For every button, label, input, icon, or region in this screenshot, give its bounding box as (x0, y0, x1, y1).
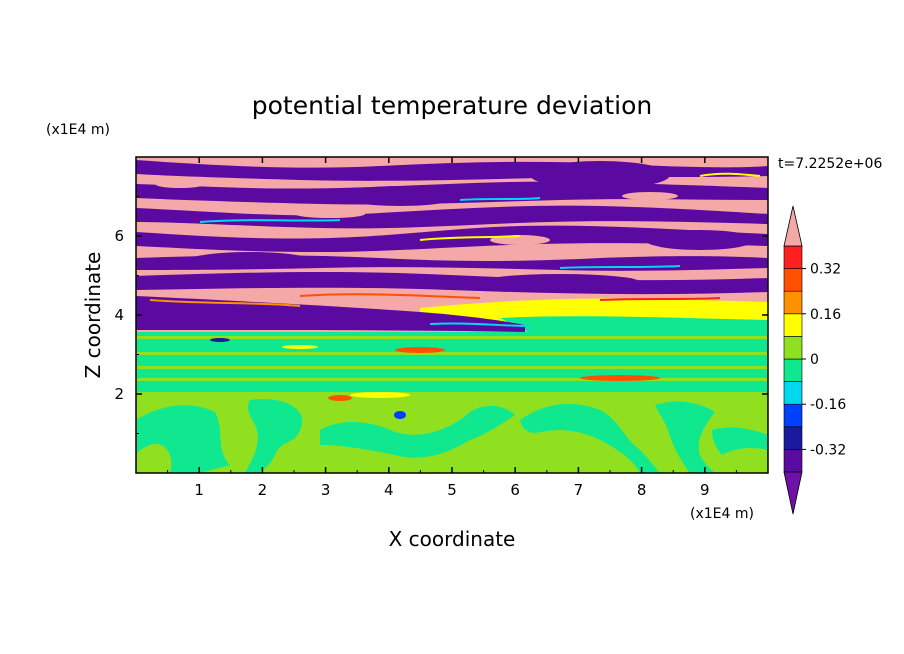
band-purple-4 (136, 205, 768, 229)
x-axis-title: X coordinate (389, 527, 516, 551)
swirl-5 (655, 401, 715, 473)
x-tick-label: 9 (700, 481, 710, 499)
colorbar-under-triangle (783, 471, 803, 515)
blob-e (328, 395, 352, 401)
band-middle-field (136, 330, 768, 392)
pocket-1 (295, 210, 365, 218)
eddy-2 (340, 186, 460, 206)
blob-d (350, 392, 410, 398)
colorbar-bin (783, 268, 803, 292)
x-tick-label: 5 (447, 481, 457, 499)
blob-g (394, 411, 406, 419)
x-unit-label: (x1E4 m) (690, 506, 754, 522)
pocket-3 (155, 180, 205, 188)
stripe-4 (136, 378, 768, 381)
front-9 (429, 322, 531, 327)
swirl-4 (520, 404, 660, 473)
colorbar-bin (783, 245, 803, 269)
time-label: t=7.2252e+06 (778, 156, 882, 172)
eddy-4 (190, 252, 310, 268)
colorbar-label: 0 (810, 352, 819, 368)
front-6 (149, 299, 301, 307)
colorbar-label: 0.32 (810, 262, 841, 278)
colorbar-bin (783, 403, 803, 428)
y-axis-title: Z coordinate (81, 252, 105, 379)
colorbar-label: -0.32 (810, 442, 846, 458)
x-tick-label: 6 (510, 481, 520, 499)
eddy-1 (530, 161, 670, 189)
front-5 (599, 297, 721, 301)
band-purple-1 (136, 272, 768, 295)
stripe-5 (136, 387, 768, 390)
colorbar-label: -0.16 (810, 397, 846, 413)
blob-f (210, 338, 230, 342)
blob-a (395, 347, 445, 353)
x-tick-label: 8 (637, 481, 647, 499)
swirl-6 (712, 427, 768, 455)
front-4 (299, 293, 481, 299)
colorbar-bin (783, 358, 803, 382)
band-purple-z4 (136, 296, 525, 332)
colorbar-over-triangle (783, 205, 803, 247)
eddy-5 (480, 274, 640, 290)
y-tick-label: 2 (114, 385, 124, 403)
y-tick-label: 4 (114, 306, 124, 324)
colorbar-bin (783, 426, 803, 450)
stripe-1 (136, 336, 768, 339)
front-3 (559, 265, 681, 269)
swirl-2 (245, 399, 303, 473)
y-tick-label: 6 (114, 227, 124, 245)
chart-title: potential temperature deviation (252, 91, 652, 120)
x-tick-label: 7 (574, 481, 584, 499)
front-1 (199, 219, 341, 223)
colorbar: 0.32 0.16 0 -0.16 -0.32 (783, 205, 846, 515)
colorbar-bin (783, 336, 803, 360)
y-axis: 2 4 6 (114, 196, 768, 434)
swirl-3 (320, 405, 515, 458)
front-8 (699, 172, 761, 177)
x-tick-label: 3 (321, 481, 331, 499)
swirl-1 (136, 405, 230, 473)
plot-area (136, 157, 768, 473)
blob-c (282, 345, 318, 349)
colorbar-bin (783, 381, 803, 405)
wedge-teal (500, 316, 768, 334)
x-tick-label: 1 (194, 481, 204, 499)
stripe-2 (136, 352, 768, 355)
pocket-4 (622, 192, 678, 200)
y-unit-label: (x1E4 m) (46, 122, 110, 138)
x-tick-label: 4 (384, 481, 394, 499)
x-tick-label: 2 (258, 481, 268, 499)
eddy-3 (645, 230, 755, 250)
x-axis: 1 2 3 4 5 6 7 8 9 (167, 157, 737, 499)
front-2 (419, 235, 521, 241)
stripe-3 (136, 366, 768, 369)
front-7 (459, 197, 541, 201)
colorbar-bin (783, 313, 803, 337)
blob-b (580, 375, 660, 381)
colorbar-bin (783, 290, 803, 315)
colorbar-label: 0.16 (810, 307, 841, 323)
colorbar-bin (783, 449, 803, 473)
